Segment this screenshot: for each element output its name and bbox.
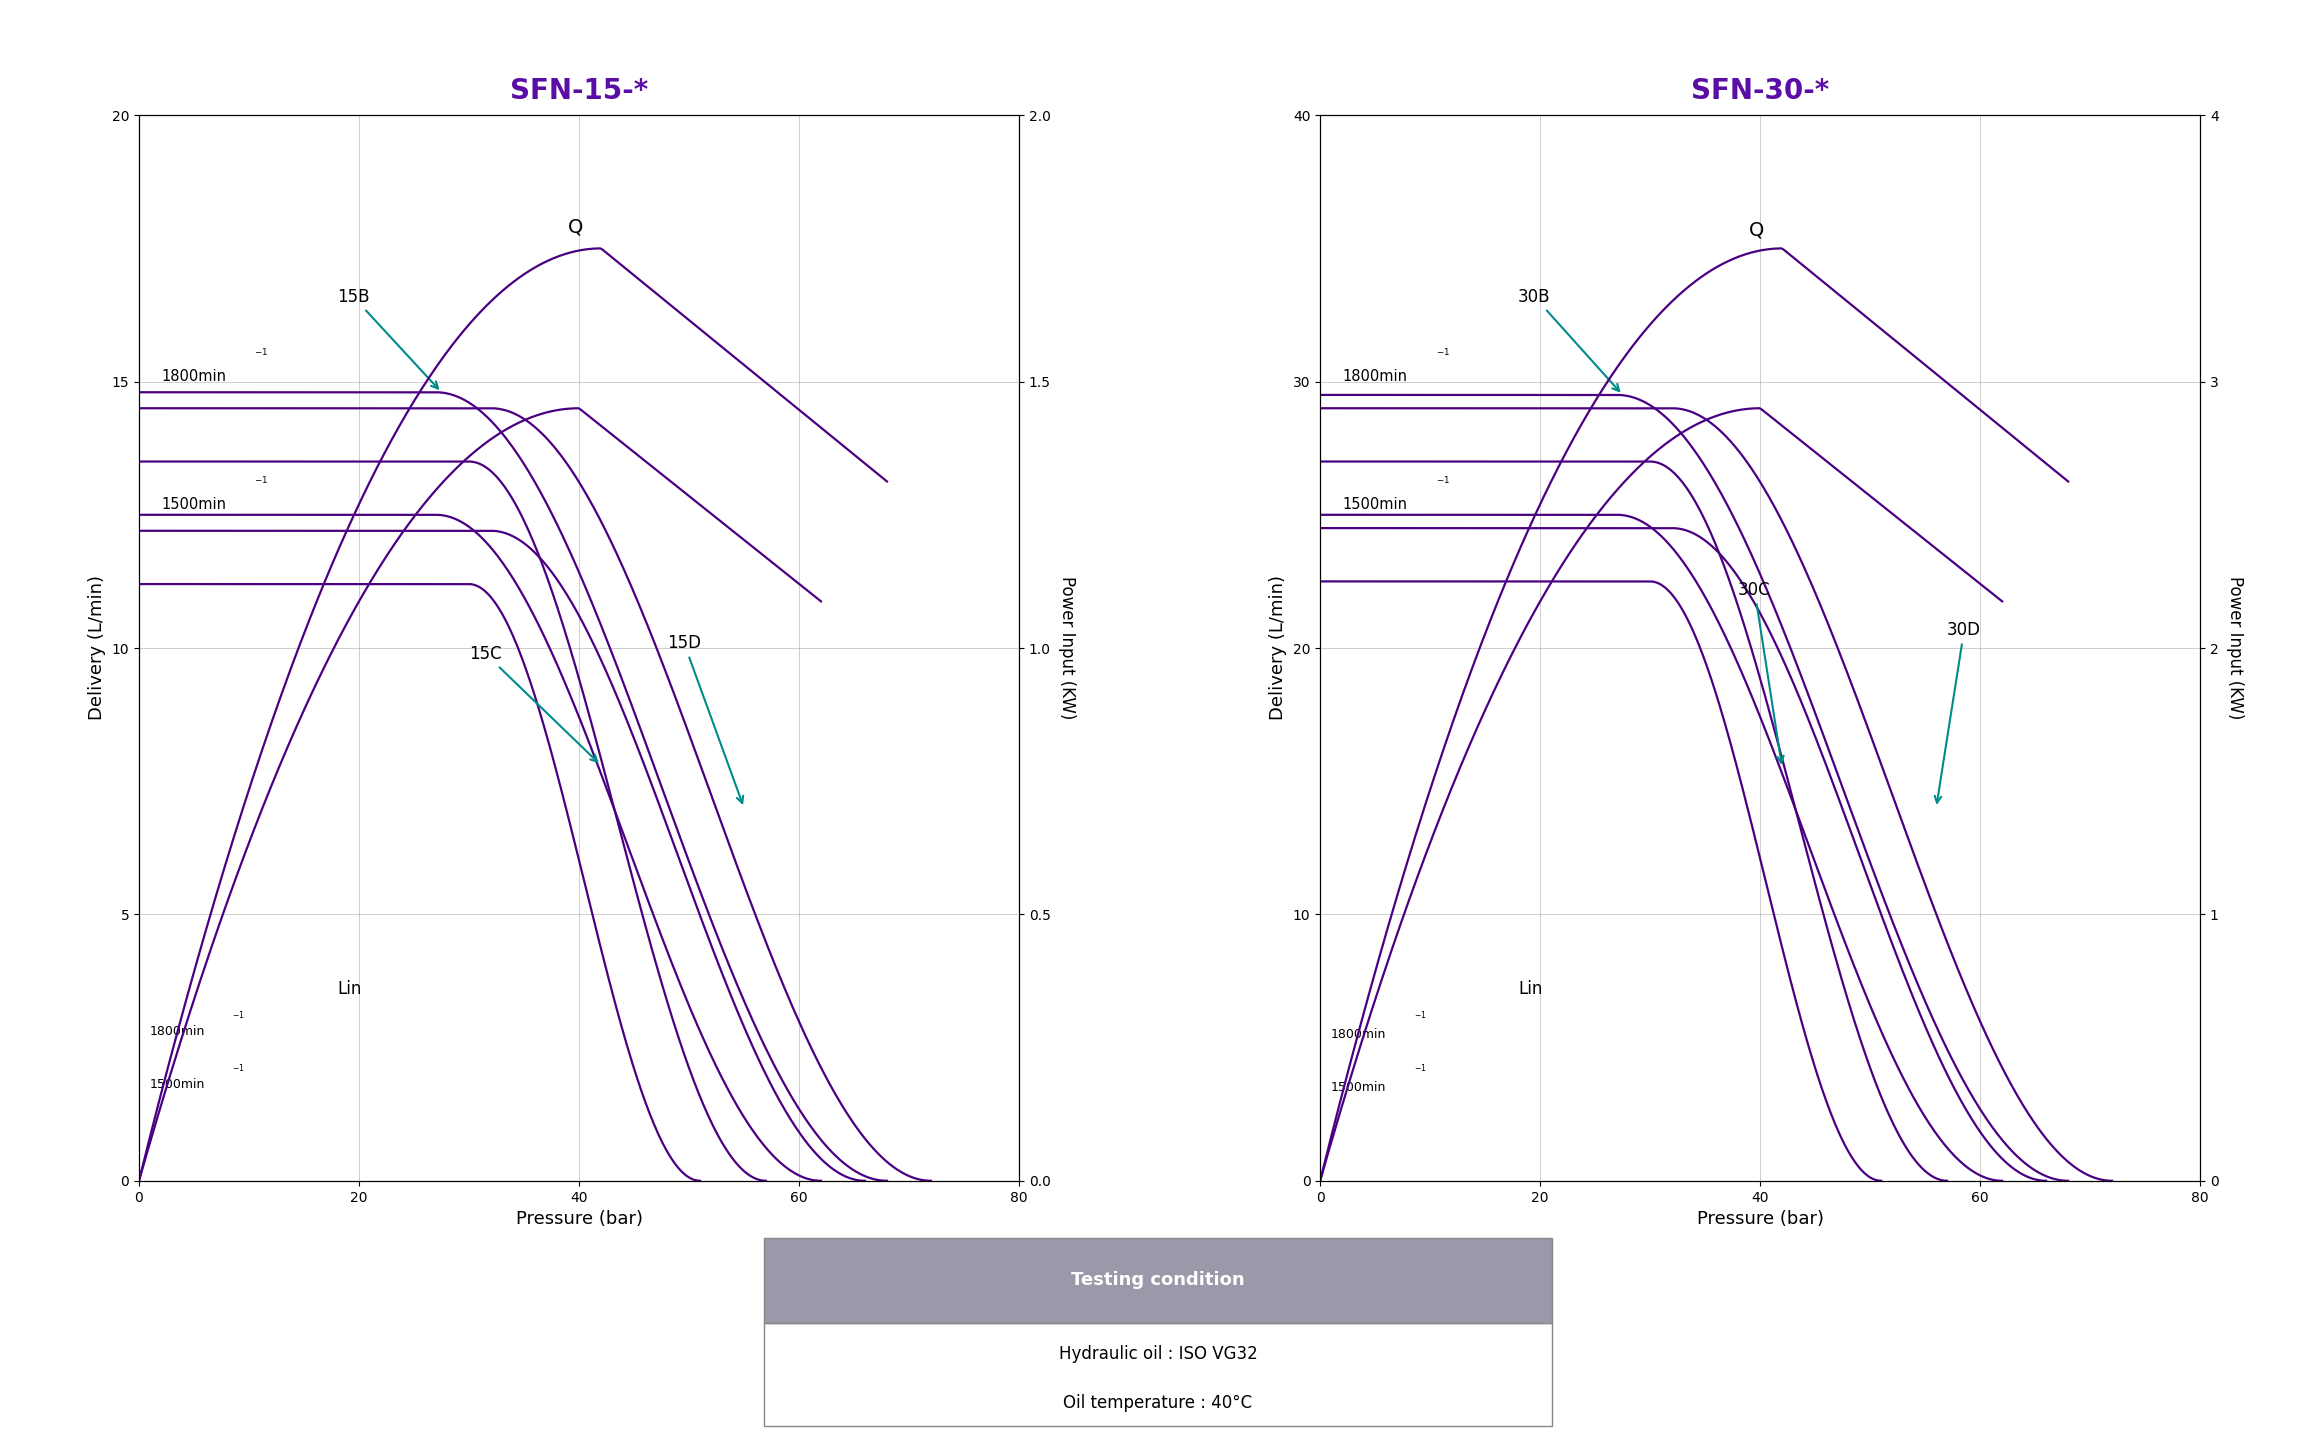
Text: Q: Q	[567, 217, 584, 236]
Text: 1500min: 1500min	[151, 1079, 206, 1092]
Text: $^{-1}$: $^{-1}$	[232, 1064, 245, 1074]
Title: SFN-30-*: SFN-30-*	[1691, 76, 1830, 105]
Text: $^{-1}$: $^{-1}$	[1436, 477, 1450, 490]
Text: 1800min: 1800min	[160, 369, 227, 384]
FancyBboxPatch shape	[764, 1238, 1552, 1322]
X-axis label: Pressure (bar): Pressure (bar)	[1698, 1210, 1823, 1228]
Text: 30B: 30B	[1519, 288, 1619, 392]
Text: $^{-1}$: $^{-1}$	[1436, 348, 1450, 361]
Text: Hydraulic oil : ISO VG32: Hydraulic oil : ISO VG32	[1058, 1345, 1258, 1364]
Y-axis label: Delivery (L/min): Delivery (L/min)	[1269, 576, 1288, 720]
Text: $^{-1}$: $^{-1}$	[255, 348, 269, 361]
Text: 1800min: 1800min	[1332, 1028, 1387, 1041]
Text: 30C: 30C	[1737, 580, 1783, 763]
Text: Testing condition: Testing condition	[1072, 1270, 1244, 1289]
Text: Lin: Lin	[1519, 981, 1542, 998]
X-axis label: Pressure (bar): Pressure (bar)	[516, 1210, 642, 1228]
Text: $^{-1}$: $^{-1}$	[1413, 1011, 1427, 1021]
Text: $^{-1}$: $^{-1}$	[232, 1011, 245, 1021]
Text: 1800min: 1800min	[151, 1025, 206, 1038]
Y-axis label: Power Input (KW): Power Input (KW)	[2226, 576, 2244, 720]
Title: SFN-15-*: SFN-15-*	[510, 76, 648, 105]
Text: Q: Q	[1749, 220, 1765, 239]
Text: 1800min: 1800min	[1341, 369, 1408, 384]
Text: 1500min: 1500min	[160, 497, 227, 511]
Text: $^{-1}$: $^{-1}$	[255, 477, 269, 490]
Text: 15B: 15B	[336, 288, 438, 389]
Text: 15D: 15D	[667, 634, 743, 804]
Text: 30D: 30D	[1934, 621, 1980, 802]
Text: $^{-1}$: $^{-1}$	[1413, 1064, 1427, 1074]
FancyBboxPatch shape	[764, 1322, 1552, 1426]
Text: 1500min: 1500min	[1332, 1081, 1387, 1094]
Text: 1500min: 1500min	[1341, 497, 1408, 511]
Text: Oil temperature : 40°C: Oil temperature : 40°C	[1063, 1394, 1253, 1413]
Text: 15C: 15C	[468, 645, 598, 762]
Y-axis label: Delivery (L/min): Delivery (L/min)	[88, 576, 107, 720]
Y-axis label: Power Input (KW): Power Input (KW)	[1058, 576, 1075, 720]
Text: Lin: Lin	[336, 981, 361, 998]
